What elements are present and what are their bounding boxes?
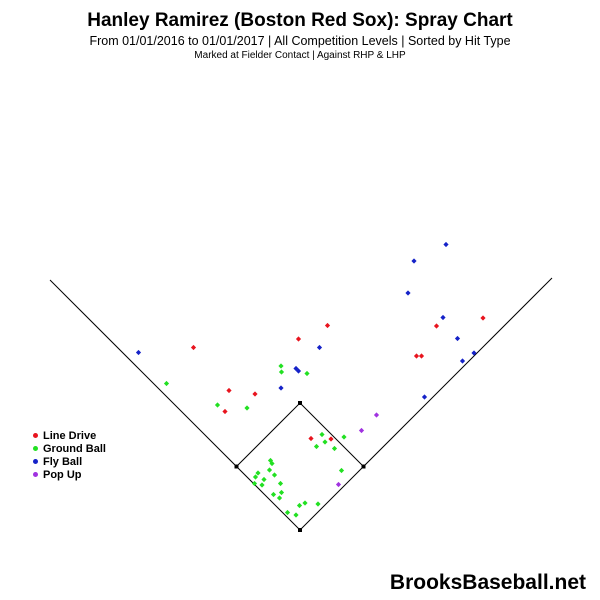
line-drive-point bbox=[252, 391, 258, 397]
line-drive-point bbox=[324, 322, 331, 329]
ground-ball-point bbox=[261, 476, 267, 483]
fly-ball-point bbox=[278, 385, 284, 391]
basepath-second-first bbox=[299, 402, 364, 467]
line-drive-point bbox=[328, 436, 334, 442]
first-base bbox=[361, 464, 366, 469]
legend-dot bbox=[33, 472, 38, 477]
ground-ball-point bbox=[278, 363, 284, 369]
pop-up-point bbox=[335, 481, 342, 488]
line-drive-point bbox=[190, 344, 197, 351]
fly-ball-point bbox=[411, 258, 417, 264]
ground-ball-point bbox=[252, 474, 259, 480]
ground-ball-point bbox=[296, 502, 303, 509]
legend-dot bbox=[33, 446, 38, 451]
chart-subtitle: From 01/01/2016 to 01/01/2017 | All Comp… bbox=[89, 34, 511, 48]
fly-ball-point bbox=[471, 350, 477, 356]
ground-ball-point bbox=[163, 380, 170, 387]
ground-ball-point bbox=[271, 472, 278, 478]
legend: Line Drive Ground Ball Fly Ball Pop Up bbox=[33, 429, 106, 481]
ground-ball-point bbox=[276, 495, 283, 501]
ground-ball-point bbox=[302, 500, 308, 506]
fly-ball-point bbox=[293, 365, 299, 372]
ground-ball-point bbox=[269, 460, 275, 467]
ground-ball-point bbox=[251, 480, 258, 487]
ground-ball-point bbox=[319, 431, 325, 438]
hit-points bbox=[135, 241, 486, 518]
legend-dot bbox=[33, 459, 38, 464]
bases bbox=[234, 401, 366, 532]
line-drive-point bbox=[222, 408, 228, 415]
third-base bbox=[234, 464, 239, 469]
line-drive-point bbox=[226, 387, 232, 394]
chart-subtitle-secondary: Marked at Fielder Contact | Against RHP … bbox=[194, 50, 406, 61]
line-drive-point bbox=[433, 323, 440, 329]
line-drive-point bbox=[480, 315, 486, 321]
legend-item-line-drive: Line Drive bbox=[33, 429, 106, 442]
legend-dot bbox=[33, 433, 38, 438]
ground-ball-point bbox=[278, 369, 285, 375]
legend-item-pop-up: Pop Up bbox=[33, 468, 106, 481]
line-drive-point bbox=[295, 336, 302, 342]
legend-label: Pop Up bbox=[43, 468, 82, 481]
watermark: BrooksBaseball.net bbox=[389, 571, 586, 594]
fly-ball-point bbox=[316, 344, 323, 351]
line-drive-point bbox=[418, 353, 425, 359]
ground-ball-point bbox=[244, 405, 250, 411]
ground-ball-point bbox=[278, 489, 285, 496]
basepath-third-second bbox=[236, 402, 301, 467]
home-plate bbox=[298, 528, 302, 532]
fly-ball-point bbox=[443, 241, 449, 248]
ground-ball-point bbox=[214, 402, 221, 408]
legend-label: Fly Ball bbox=[43, 455, 83, 468]
ground-ball-point bbox=[277, 480, 284, 487]
ground-ball-point bbox=[338, 467, 345, 474]
line-drive-point bbox=[413, 353, 420, 359]
ground-ball-point bbox=[255, 470, 261, 476]
fly-ball-point bbox=[459, 358, 466, 364]
line-drive-point bbox=[308, 435, 314, 442]
ground-ball-point bbox=[259, 482, 265, 488]
right-foul-line bbox=[299, 277, 553, 531]
ground-ball-point bbox=[331, 445, 338, 452]
legend-label: Line Drive bbox=[43, 429, 97, 442]
fly-ball-point bbox=[421, 394, 428, 400]
legend-item-fly-ball: Fly Ball bbox=[33, 455, 106, 468]
second-base bbox=[298, 401, 302, 405]
left-foul-line bbox=[49, 279, 301, 531]
ground-ball-point bbox=[293, 512, 299, 518]
pop-up-point bbox=[373, 412, 380, 418]
field-lines bbox=[49, 277, 553, 531]
fly-ball-point bbox=[454, 335, 461, 342]
ground-ball-point bbox=[313, 443, 320, 450]
ground-ball-point bbox=[284, 509, 291, 516]
ground-ball-point bbox=[270, 491, 277, 498]
ground-ball-point bbox=[315, 501, 321, 507]
chart-title: Hanley Ramirez (Boston Red Sox): Spray C… bbox=[87, 10, 513, 31]
fly-ball-point bbox=[405, 290, 411, 296]
ground-ball-point bbox=[341, 434, 347, 440]
legend-label: Ground Ball bbox=[43, 442, 106, 455]
ground-ball-point bbox=[266, 467, 273, 473]
fly-ball-point bbox=[440, 314, 446, 321]
pop-up-point bbox=[358, 427, 365, 434]
fly-ball-point bbox=[135, 349, 142, 356]
ground-ball-point bbox=[322, 439, 328, 445]
ground-ball-point bbox=[304, 370, 310, 377]
legend-item-ground-ball: Ground Ball bbox=[33, 442, 106, 455]
